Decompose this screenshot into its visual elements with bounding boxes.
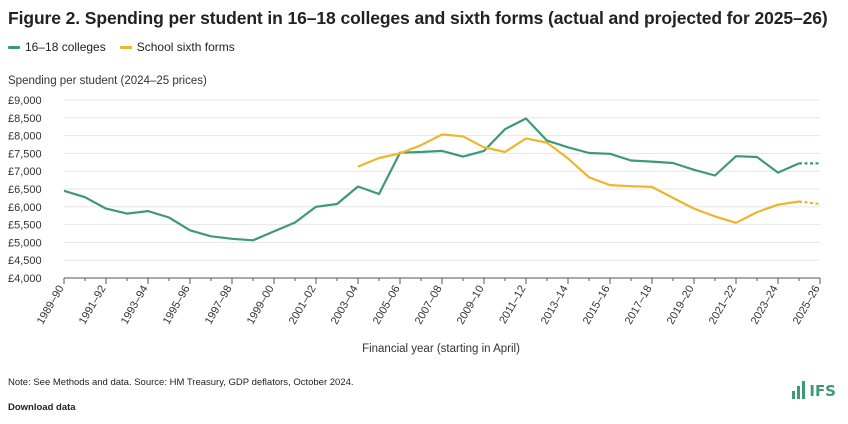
ifs-logo: IFS [792, 381, 836, 399]
legend-label-sixth-forms: School sixth forms [136, 40, 235, 54]
x-tick-label: 1995–96 [161, 284, 193, 327]
y-tick-label: £4,500 [8, 255, 42, 267]
y-tick-label: £5,000 [8, 237, 42, 249]
legend: 16–18 colleges School sixth forms [8, 40, 235, 54]
x-tick-label: 2013–14 [539, 284, 571, 327]
x-tick-label: 2005–06 [371, 284, 403, 327]
chart-title: Figure 2. Spending per student in 16–18 … [8, 8, 828, 28]
series-line-1 [357, 133, 800, 224]
legend-item-colleges[interactable]: 16–18 colleges [8, 40, 106, 54]
x-axis: 1989–90 1991–92 1993–94 1995–96 1997–98 1999–… [35, 277, 823, 327]
x-axis-label: Financial year (starting in April) [362, 343, 520, 355]
footnote: Note: See Methods and data. Source: HM T… [8, 377, 354, 388]
x-tick-label: 2015–16 [581, 284, 613, 327]
logo-bars-icon [792, 381, 806, 399]
y-tick-label: £6,000 [8, 202, 42, 214]
x-tick-label: 1999–00 [245, 284, 277, 327]
series-line-0 [63, 117, 800, 242]
x-tick-label: 2007–08 [413, 284, 445, 327]
x-tick-label: 2025–26 [791, 284, 823, 327]
x-tick-label: 1991–92 [77, 284, 109, 327]
legend-swatch-sixth-forms [119, 45, 132, 49]
y-tick-label: £6,500 [8, 184, 42, 196]
x-tick-label: 2003–04 [329, 284, 361, 327]
x-tick-label: 1993–94 [119, 284, 151, 327]
download-data-link[interactable]: Download data [8, 402, 76, 413]
y-tick-label: £4,000 [8, 273, 42, 285]
x-tick-label: 2009–10 [455, 284, 487, 327]
logo-text: IFS [809, 382, 836, 400]
y-tick-label: £5,500 [8, 220, 42, 232]
y-axis-ticks: £4,000 £4,500 £5,000 £5,500 £6,000 £6,500 £7,0… [8, 95, 42, 285]
x-tick-label: 2001–02 [287, 284, 319, 327]
x-tick-label: 2019–20 [665, 284, 697, 327]
x-tick-label: 2011–12 [497, 284, 528, 326]
legend-label-colleges: 16–18 colleges [25, 40, 106, 54]
x-tick-label: 1997–98 [203, 284, 235, 327]
y-axis-label: Spending per student (2024–25 prices) [8, 75, 207, 87]
gridlines [64, 99, 820, 279]
legend-swatch-colleges [8, 45, 20, 49]
legend-item-sixth-forms[interactable]: School sixth forms [119, 40, 235, 54]
x-tick-label: 1989–90 [35, 284, 67, 327]
y-tick-label: £9,000 [8, 95, 42, 107]
y-tick-label: £7,500 [8, 148, 42, 160]
x-tick-label: 2017–18 [623, 284, 655, 327]
x-tick-label: 2023–24 [749, 284, 781, 327]
series-layer [63, 117, 821, 242]
y-tick-label: £8,000 [8, 131, 42, 143]
series-projection-1 [798, 200, 821, 206]
y-tick-label: £8,500 [8, 113, 42, 125]
x-tick-label: 2021–22 [707, 284, 739, 327]
y-tick-label: £7,000 [8, 166, 42, 178]
